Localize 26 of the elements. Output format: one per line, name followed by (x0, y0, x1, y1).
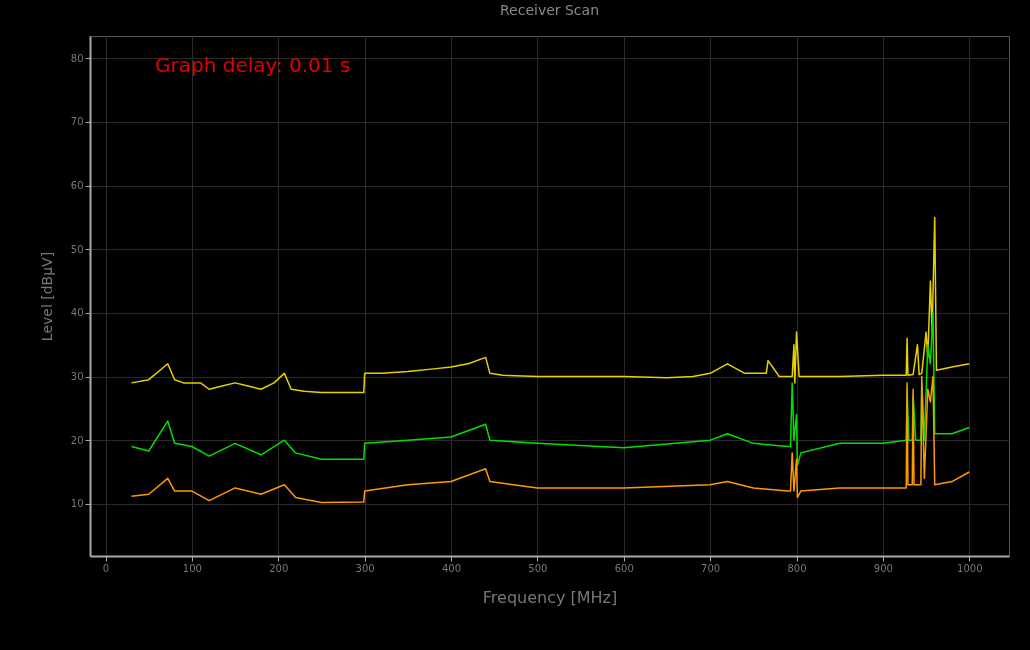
x-tick-label: 900 (873, 562, 893, 574)
x-tick-label: 300 (355, 562, 375, 574)
x-tick-label: 0 (102, 562, 110, 574)
x-tick-label: 100 (182, 562, 202, 574)
x-tick-label: 200 (269, 562, 289, 574)
y-axis-title: Level [dBµV] (38, 251, 55, 342)
line-series (130, 312, 971, 467)
y-tick-label: 70 (70, 116, 84, 128)
x-tick-label: 700 (701, 562, 721, 574)
line-series (130, 375, 971, 504)
x-tick-label: 600 (614, 562, 634, 574)
line-series (130, 216, 971, 394)
y-tick-label: 10 (70, 498, 84, 510)
y-tick-label: 50 (70, 243, 84, 255)
x-tick-label: 400 (441, 562, 462, 574)
y-tick-label: 60 (70, 180, 84, 192)
y-tick-label: 40 (70, 307, 84, 319)
chart-title: Receiver Scan (499, 2, 600, 18)
x-axis-title: Frequency [MHz] (482, 587, 618, 607)
y-tick-label: 30 (70, 371, 84, 383)
y-tick-label: 20 (70, 434, 84, 446)
x-tick-label: 500 (528, 562, 548, 574)
annotation: Graph delay: 0.01 s (155, 53, 351, 77)
x-tick-label: 800 (787, 562, 807, 574)
x-tick-label: 1000 (957, 562, 983, 574)
y-tick-label: 80 (70, 52, 84, 64)
